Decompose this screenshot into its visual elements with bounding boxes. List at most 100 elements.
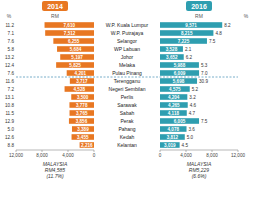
pct-label: 11.5 <box>5 111 14 116</box>
x-tick <box>94 150 95 152</box>
value-label: 2,216 <box>81 143 93 148</box>
bar <box>57 46 94 52</box>
chart: W.P. Kuala LumpurW.P. PutrajayaSelangorW… <box>0 0 254 198</box>
x-tick-label: 0 <box>159 153 162 158</box>
value-label: 9,571 <box>185 23 197 28</box>
x-tick-label: 12,000 <box>231 153 245 158</box>
pct-label: 3.2 <box>189 95 196 100</box>
category-label: WP Labuan <box>114 46 140 52</box>
pct-label: 12.9 <box>5 119 14 124</box>
bar <box>65 86 94 92</box>
bar <box>53 38 94 44</box>
x-tick-label: 4,000 <box>62 153 74 158</box>
value-label: 3,717 <box>76 79 88 84</box>
value-label: 7,512 <box>64 31 76 36</box>
value-label: 3,500 <box>77 95 89 100</box>
value-label: 4,528 <box>74 87 86 92</box>
pct-label: 7.2 <box>8 87 15 92</box>
bar <box>69 102 94 108</box>
pct-label: 5.2 <box>192 87 199 92</box>
title-badge <box>42 1 68 11</box>
annotation-line: (6.6%) <box>192 173 207 179</box>
x-tick-label: 8,000 <box>36 153 48 158</box>
pct-label: 7.5 <box>201 119 208 124</box>
bar <box>160 30 213 36</box>
x-axis-line <box>16 150 94 151</box>
column-header: RM <box>195 13 203 19</box>
column-header: RM <box>51 13 59 19</box>
pct-label: 30.9 <box>199 79 208 84</box>
pct-label: 8.2 <box>224 23 231 28</box>
pct-label: 7.0 <box>201 71 208 76</box>
category-label: Johor <box>121 54 134 60</box>
x-tick <box>186 150 187 152</box>
value-label: 3,812 <box>167 135 179 140</box>
bar <box>69 118 94 124</box>
bar <box>160 102 188 108</box>
bar <box>160 70 199 76</box>
bar <box>70 78 94 84</box>
category-label: W.P. Kuala Lumpur <box>106 22 149 28</box>
pct-label: 6.2 <box>186 55 193 60</box>
value-label: 4,078 <box>168 127 180 132</box>
pct-label: 11.2 <box>5 23 14 28</box>
category-label: Sabah <box>120 110 135 116</box>
column-header: % <box>7 13 12 19</box>
annotation-line: (11.7%) <box>46 173 63 179</box>
value-label: 5,825 <box>69 63 81 68</box>
bar <box>160 94 187 100</box>
bar <box>67 70 94 76</box>
pct-label: 13.2 <box>5 55 14 60</box>
category-label: Pulau Pinang <box>112 70 142 76</box>
pct-label: 10.8 <box>5 103 14 108</box>
bar <box>70 110 94 116</box>
pct-label: 5.0 <box>187 135 194 140</box>
category-label: Kedah <box>120 134 135 140</box>
column-header: % <box>244 13 249 19</box>
annotation: MALAYSIARM4,585(11.7%) <box>43 161 68 179</box>
x-tick-label: 0 <box>93 153 96 158</box>
x-tick-label: 8,000 <box>206 153 218 158</box>
x-tick <box>212 150 213 152</box>
category-label: Sarawak <box>117 102 137 108</box>
category-label: Negeri Sembilan <box>109 86 146 92</box>
value-label: 7,225 <box>178 39 190 44</box>
pct-label: 5.0 <box>8 127 15 132</box>
category-label: Pahang <box>118 126 135 132</box>
value-label: 6,009 <box>174 71 186 76</box>
value-label: 7,610 <box>64 23 76 28</box>
value-label: 3,778 <box>76 103 88 108</box>
x-axis-line <box>160 150 238 151</box>
value-label: 3,765 <box>76 111 88 116</box>
pct-label: 13.1 <box>5 95 14 100</box>
pct-label: 7.6 <box>8 71 15 76</box>
bar <box>160 54 184 60</box>
value-label: 5,698 <box>173 79 185 84</box>
pct-label: 4.6 <box>190 103 197 108</box>
category-label: Perak <box>120 118 134 124</box>
pct-label: 4.7 <box>189 111 196 116</box>
category-label: Selangor <box>117 38 137 44</box>
pct-label: 5.3 <box>201 63 208 68</box>
bar <box>160 110 187 116</box>
pct-label: 7.1 <box>8 31 15 36</box>
category-label: Terengganu <box>114 78 141 84</box>
value-label: 4,265 <box>168 103 180 108</box>
pct-label: 5.8 <box>8 47 15 52</box>
bar <box>160 38 207 44</box>
bar <box>160 22 222 28</box>
pct-label: 3.6 <box>189 127 196 132</box>
bar <box>160 86 190 92</box>
bar <box>160 142 180 148</box>
bar <box>160 118 199 124</box>
pct-label: 2.1 <box>185 47 192 52</box>
bar <box>160 46 183 52</box>
annotation: MALAYSIARM5,229(6.6%) <box>187 161 212 179</box>
value-label: 4,201 <box>75 71 87 76</box>
value-label: 3,455 <box>77 135 89 140</box>
bar <box>72 134 94 140</box>
value-label: 4,118 <box>168 111 180 116</box>
value-label: 6,255 <box>68 39 80 44</box>
bar <box>45 30 94 36</box>
value-label: 3,019 <box>164 143 176 148</box>
